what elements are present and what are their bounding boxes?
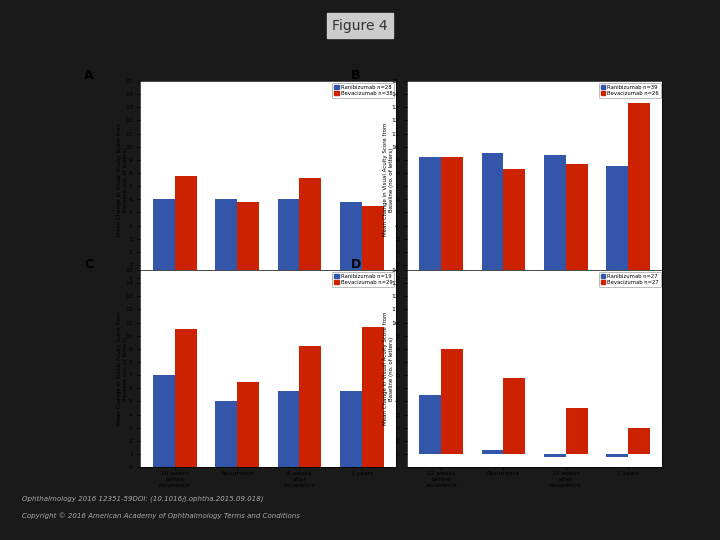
Bar [340, 391, 361, 467]
Y-axis label: Mean Change in Visual Acuity Score from
Baseline (no. of letters): Mean Change in Visual Acuity Score from … [383, 123, 394, 237]
Bar [175, 176, 197, 278]
Y-axis label: Mean Change in Visual Acuity Score from
Baseline (no. of letters): Mean Change in Visual Acuity Score from … [117, 312, 127, 426]
Y-axis label: Mean Change in Visual Acuity Score from
Baseline (no. of letters): Mean Change in Visual Acuity Score from … [383, 312, 394, 426]
Legend: Ranibizumab n=19, Bevacizumab n=29: Ranibizumab n=19, Bevacizumab n=29 [332, 272, 395, 287]
Text: D: D [351, 258, 361, 271]
Bar [237, 202, 259, 278]
Bar [175, 329, 197, 467]
Bar [566, 408, 588, 454]
Bar [503, 169, 526, 278]
Bar [482, 450, 503, 454]
Bar [441, 349, 463, 454]
Bar [419, 157, 441, 278]
Bar [300, 346, 321, 467]
Bar [544, 454, 566, 457]
Bar [215, 199, 237, 278]
Bar [566, 164, 588, 278]
Bar [277, 391, 300, 467]
Text: A: A [84, 69, 94, 82]
Bar [482, 153, 503, 278]
Text: Figure 4: Figure 4 [332, 19, 388, 33]
Bar [441, 157, 463, 278]
Text: B: B [351, 69, 360, 82]
Bar [153, 375, 175, 467]
Bar [419, 395, 441, 454]
Bar [237, 382, 259, 467]
Text: Ophthalmology 2016 12351-59DOI: (10.1016/j.ophtha.2015.09.018): Ophthalmology 2016 12351-59DOI: (10.1016… [22, 496, 263, 502]
Legend: Ranibizumab n=39, Bevacizumab n=26: Ranibizumab n=39, Bevacizumab n=26 [598, 83, 661, 98]
Bar [606, 166, 628, 278]
Bar [503, 378, 526, 454]
Legend: Ranibizumab n=28, Bevacizumab n=38: Ranibizumab n=28, Bevacizumab n=38 [332, 83, 395, 98]
Legend: Ranibizumab n=27, Bevacizumab n=27: Ranibizumab n=27, Bevacizumab n=27 [598, 272, 661, 287]
Bar [215, 401, 237, 467]
Bar [361, 206, 384, 278]
Bar [606, 454, 628, 457]
Text: Copyright © 2016 American Academy of Ophthalmology Terms and Conditions: Copyright © 2016 American Academy of Oph… [22, 512, 300, 518]
Bar [544, 154, 566, 278]
Bar [628, 103, 650, 278]
Bar [628, 428, 650, 454]
Bar [153, 199, 175, 278]
Bar [277, 199, 300, 278]
Bar [361, 327, 384, 467]
Bar [300, 178, 321, 278]
Text: C: C [84, 258, 94, 271]
Bar [340, 202, 361, 278]
Y-axis label: Mean Change in Visual Acuity Score from
Baseline (no. of letters): Mean Change in Visual Acuity Score from … [117, 123, 127, 237]
